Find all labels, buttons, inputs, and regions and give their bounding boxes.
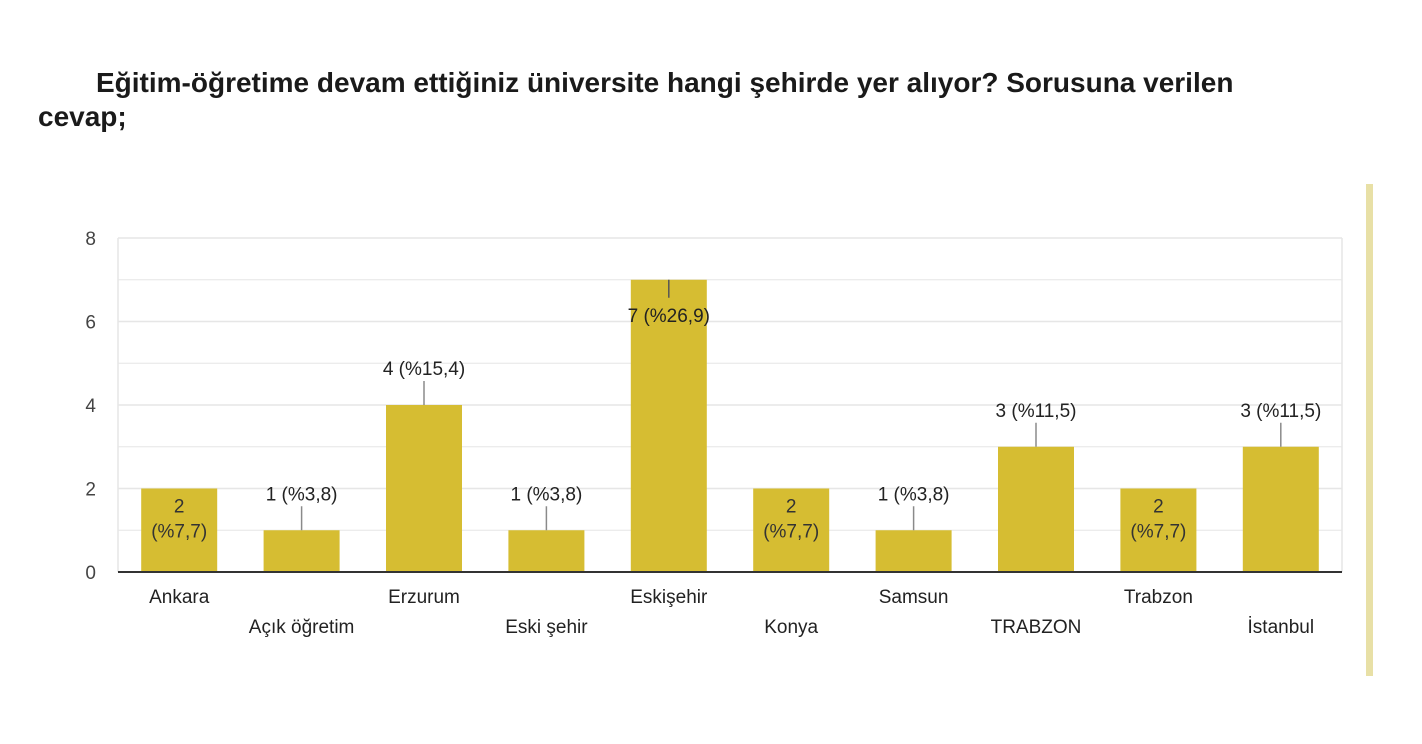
bar <box>875 530 952 572</box>
bar <box>141 488 218 572</box>
page-title: Eğitim-öğretime devam ettiğiniz üniversi… <box>38 67 1234 132</box>
x-category-label: Ankara <box>149 587 210 608</box>
data-label: (%7,7) <box>151 522 207 543</box>
y-tick-label: 0 <box>85 563 96 584</box>
data-label: (%7,7) <box>763 522 819 543</box>
data-label: (%7,7) <box>1130 522 1186 543</box>
y-tick-label: 2 <box>85 480 96 501</box>
bar <box>263 530 340 572</box>
x-category-label: İstanbul <box>1248 617 1315 638</box>
x-category-label: Samsun <box>879 587 949 608</box>
bar <box>753 488 830 572</box>
bar <box>998 446 1074 572</box>
data-label: 7 (%26,9) <box>628 306 710 327</box>
data-label: 2 <box>1153 497 1164 518</box>
x-category-label: Eskişehir <box>630 587 708 608</box>
y-tick-label: 4 <box>85 396 96 417</box>
bar <box>630 279 707 572</box>
x-category-label: TRABZON <box>991 617 1082 638</box>
x-category-label: Açık öğretim <box>249 617 355 638</box>
data-label: 1 (%3,8) <box>510 484 582 505</box>
side-accent-bar <box>1366 184 1373 676</box>
x-category-label: Trabzon <box>1124 587 1193 608</box>
data-label: 3 (%11,5) <box>1240 401 1321 422</box>
data-label: 2 <box>174 497 185 518</box>
bar <box>386 405 462 572</box>
bar <box>1242 446 1319 572</box>
bar <box>508 530 585 572</box>
data-label: 4 (%15,4) <box>383 359 465 380</box>
data-label: 3 (%11,5) <box>996 401 1077 422</box>
data-label: 1 (%3,8) <box>266 484 338 505</box>
x-category-label: Konya <box>764 617 818 638</box>
x-category-label: Erzurum <box>388 587 460 608</box>
y-tick-label: 8 <box>85 229 96 250</box>
y-tick-label: 6 <box>85 313 96 334</box>
data-label: 1 (%3,8) <box>878 484 950 505</box>
data-label: 2 <box>786 497 797 518</box>
x-category-label: Eski şehir <box>505 617 588 638</box>
bar <box>1120 488 1197 572</box>
